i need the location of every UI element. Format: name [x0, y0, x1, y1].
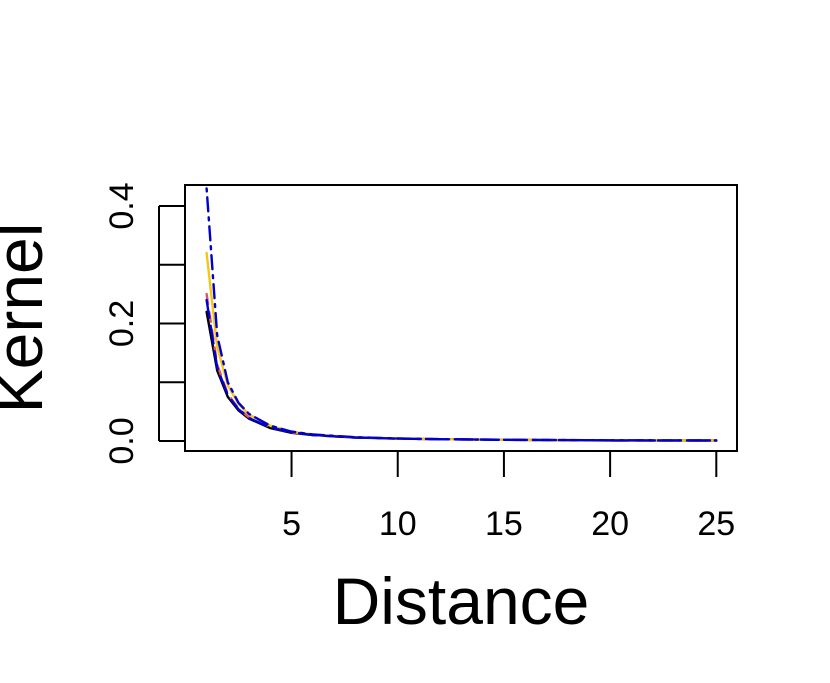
series-line-4: [205, 187, 718, 442]
x-tick-label: 25: [697, 505, 735, 543]
plot-frame: [184, 184, 738, 452]
y-axis-title: Kernel: [0, 223, 56, 414]
y-axis: 0.0 0.2 0.4: [103, 182, 185, 465]
x-axis: 5 10 15 20 25: [282, 450, 735, 543]
series-line-5: [205, 298, 718, 442]
x-axis-title: Distance: [333, 564, 590, 638]
series-line-1: [205, 310, 718, 442]
y-tick-label: 0.0: [103, 417, 141, 464]
y-tick-label: 0.2: [103, 300, 141, 347]
x-tick-label: 20: [591, 505, 629, 543]
x-tick-label: 15: [485, 505, 523, 543]
series-group: [205, 187, 718, 442]
series-line-2: [205, 292, 718, 442]
x-tick-label: 10: [379, 505, 417, 543]
x-tick-label: 5: [282, 505, 301, 543]
series-line-3: [205, 251, 718, 442]
y-tick-label: 0.4: [103, 182, 141, 229]
